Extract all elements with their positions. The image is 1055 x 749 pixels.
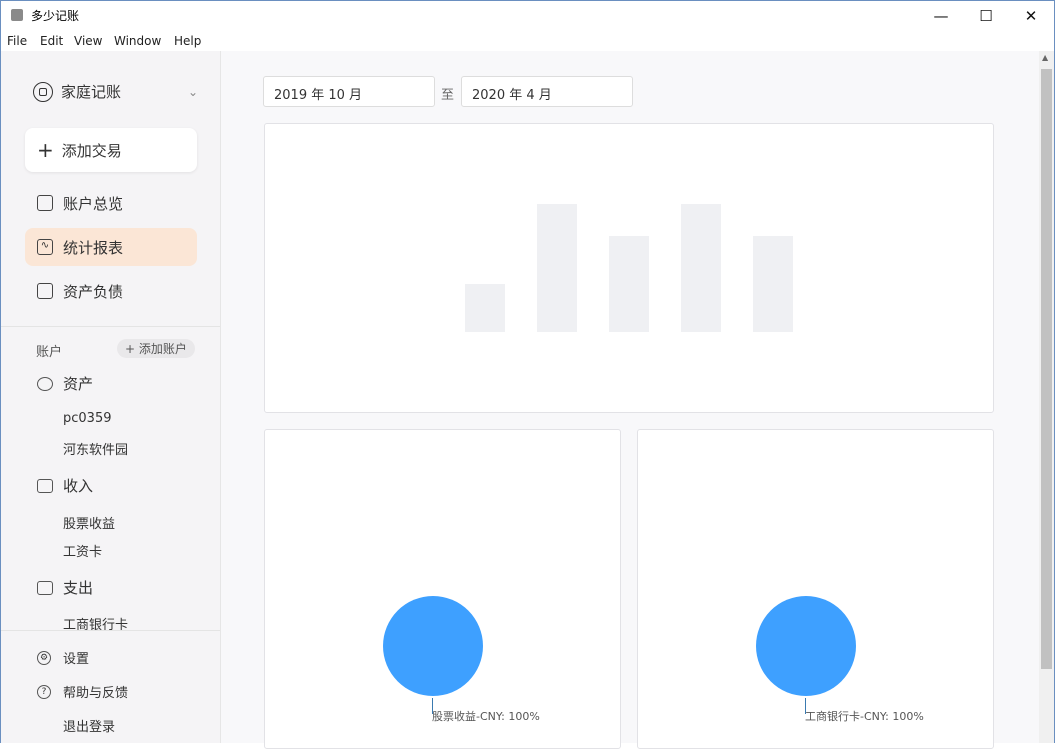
account-item[interactable]: pc0359 [63,411,112,426]
coins-icon [37,478,53,493]
add-account-button[interactable]: + 添加账户 [117,339,195,358]
settings-link[interactable]: ⚙ 设置 [37,648,89,667]
book-name: 家庭记账 [61,83,122,101]
app-icon [11,9,23,21]
pie-leader-line [432,698,433,714]
placeholder-bar [465,284,505,332]
menu-edit[interactable]: Edit [40,34,64,48]
vertical-scrollbar[interactable]: ▲ [1039,51,1054,743]
chevron-down-icon: ⌄ [187,84,198,99]
income-pie-card: 股票收益-CNY: 100% [264,429,621,749]
scroll-up-icon[interactable]: ▲ [1042,53,1049,62]
chart-icon: ∿ [37,239,53,255]
start-month-picker[interactable]: 2019 年 10 月 [263,76,435,107]
account-item[interactable]: 河东软件园 [63,443,129,458]
window-title: 多少记账 [31,9,80,23]
group-label: 支出 [63,579,94,597]
gear-icon: ⚙ [37,650,51,665]
footer-label: 帮助与反馈 [63,686,129,701]
minimize-button[interactable]: — [933,7,949,25]
nav-label: 统计报表 [63,238,124,257]
piggy-bank-icon [37,376,53,391]
balance-icon [37,283,53,299]
divider [1,630,220,631]
pie-slice[interactable] [756,596,856,696]
title-bar: 多少记账 — ☐ ✕ [1,1,1054,31]
pie-slice[interactable] [383,596,483,696]
close-button[interactable]: ✕ [1024,7,1038,25]
menu-help[interactable]: Help [174,34,202,48]
placeholder-bar [609,236,649,332]
footer-label: 设置 [63,652,90,667]
logout-link[interactable]: 退出登录 [63,716,115,735]
group-assets[interactable]: 资产 [37,373,93,394]
add-transaction-button[interactable]: + 添加交易 [25,128,197,172]
nav-label: 账户总览 [63,194,124,213]
nav-balance[interactable]: 资产负债 [25,272,197,310]
help-icon: ? [37,684,51,699]
menu-bar: File Edit View Window Help [1,31,221,51]
sidebar: 家庭记账 ⌄ + 添加交易 账户总览 ∿ 统计报表 资产负债 账户 + 添加账户 资… [1,51,221,743]
main-content: 2019 年 10 月 至 2020 年 4 月 股票收益-CNY: 100% … [221,51,1039,749]
plus-icon: + [37,138,54,162]
book-selector[interactable]: 家庭记账 ⌄ [33,81,198,102]
divider [1,326,220,327]
maximize-button[interactable]: ☐ [979,7,993,25]
nav-reports[interactable]: ∿ 统计报表 [25,228,197,266]
pie-label: 股票收益-CNY: 100% [432,710,540,723]
trend-chart-card [264,123,994,413]
book-icon [33,81,53,102]
receipt-icon [37,580,53,595]
placeholder-bar [753,236,793,332]
dashboard-icon [37,195,53,211]
pie-leader-line [805,698,806,714]
group-label: 资产 [63,375,94,393]
group-expense[interactable]: 支出 [37,577,93,598]
footer-label: 退出登录 [63,720,116,735]
accounts-heading: 账户 [36,345,63,360]
nav-label: 资产负债 [63,282,124,301]
help-link[interactable]: ? 帮助与反馈 [37,682,128,701]
placeholder-bar [537,204,577,332]
account-item[interactable]: 股票收益 [63,517,116,532]
scroll-thumb[interactable] [1041,69,1052,669]
menu-view[interactable]: View [74,34,103,48]
pie-label: 工商银行卡-CNY: 100% [805,710,924,723]
add-transaction-label: 添加交易 [61,141,122,160]
menu-file[interactable]: File [7,34,28,48]
menu-window[interactable]: Window [114,34,162,48]
expense-pie-card: 工商银行卡-CNY: 100% [637,429,994,749]
group-label: 收入 [63,477,94,495]
account-item[interactable]: 工资卡 [63,545,103,560]
group-income[interactable]: 收入 [37,475,93,496]
placeholder-bar [681,204,721,332]
end-month-picker[interactable]: 2020 年 4 月 [461,76,633,107]
account-item[interactable]: 工商银行卡 [63,618,129,633]
range-separator: 至 [441,88,455,103]
nav-overview[interactable]: 账户总览 [25,184,197,222]
